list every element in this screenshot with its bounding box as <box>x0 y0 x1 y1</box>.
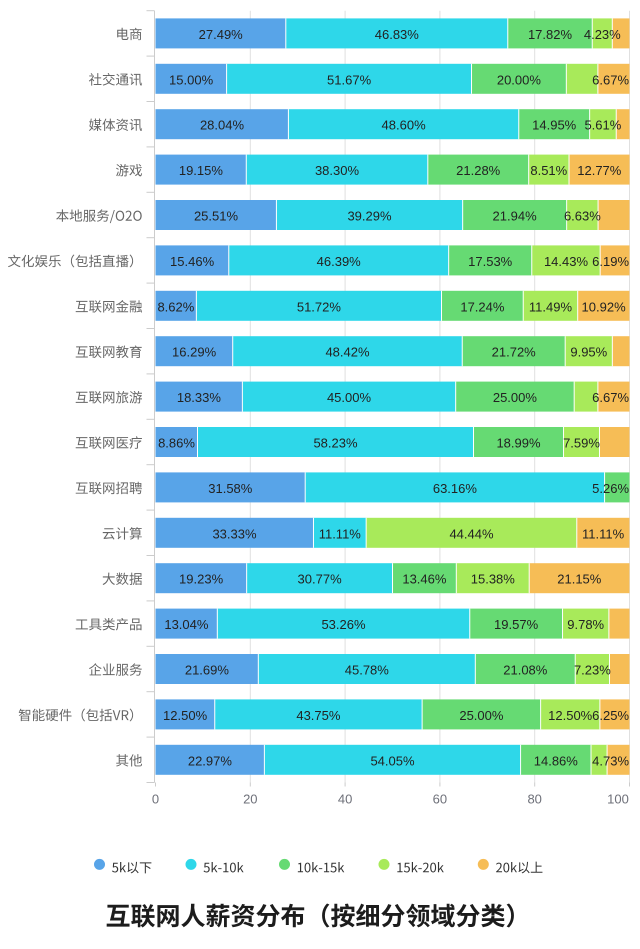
svg-text:27.49%: 27.49% <box>199 27 244 42</box>
svg-text:22.97%: 22.97% <box>188 753 233 768</box>
svg-text:14.86%: 14.86% <box>534 753 579 768</box>
svg-text:19.15%: 19.15% <box>179 163 224 178</box>
svg-text:14.43%: 14.43% <box>544 254 589 269</box>
svg-text:18.99%: 18.99% <box>496 436 541 451</box>
svg-text:21.08%: 21.08% <box>503 663 548 678</box>
svg-text:40: 40 <box>338 792 352 807</box>
svg-text:12.77%: 12.77% <box>577 163 622 178</box>
svg-text:54.05%: 54.05% <box>370 753 415 768</box>
svg-text:9.95%: 9.95% <box>570 345 607 360</box>
svg-text:6.67%: 6.67% <box>592 72 629 87</box>
svg-text:46.83%: 46.83% <box>375 27 420 42</box>
svg-text:48.42%: 48.42% <box>325 345 370 360</box>
svg-text:48.60%: 48.60% <box>382 118 427 133</box>
svg-text:30.77%: 30.77% <box>298 572 343 587</box>
svg-text:5.26%: 5.26% <box>592 481 629 496</box>
svg-text:45.00%: 45.00% <box>327 390 372 405</box>
svg-text:20: 20 <box>243 792 257 807</box>
svg-text:15.46%: 15.46% <box>170 254 215 269</box>
svg-text:38.30%: 38.30% <box>315 163 360 178</box>
svg-text:5.61%: 5.61% <box>584 118 621 133</box>
svg-text:43.75%: 43.75% <box>296 708 341 723</box>
svg-text:21.94%: 21.94% <box>493 209 538 224</box>
svg-text:16.29%: 16.29% <box>172 345 217 360</box>
svg-text:46.39%: 46.39% <box>317 254 362 269</box>
svg-text:51.72%: 51.72% <box>297 299 342 314</box>
svg-text:11.11%: 11.11% <box>319 526 362 541</box>
svg-text:0: 0 <box>152 792 159 807</box>
svg-text:11.49%: 11.49% <box>529 299 573 314</box>
svg-text:7.23%: 7.23% <box>574 663 611 678</box>
svg-text:21.72%: 21.72% <box>492 345 537 360</box>
svg-text:21.15%: 21.15% <box>557 572 602 587</box>
svg-text:58.23%: 58.23% <box>313 436 358 451</box>
svg-text:17.53%: 17.53% <box>468 254 513 269</box>
svg-text:39.29%: 39.29% <box>347 209 392 224</box>
svg-text:6.19%: 6.19% <box>592 254 629 269</box>
svg-text:7.59%: 7.59% <box>563 436 600 451</box>
svg-text:21.28%: 21.28% <box>456 163 501 178</box>
svg-text:80: 80 <box>527 792 541 807</box>
svg-text:51.67%: 51.67% <box>327 72 372 87</box>
svg-text:17.82%: 17.82% <box>528 27 573 42</box>
svg-text:8.86%: 8.86% <box>158 436 195 451</box>
svg-text:8.62%: 8.62% <box>157 299 194 314</box>
svg-text:12.50%: 12.50% <box>163 708 208 723</box>
svg-text:63.16%: 63.16% <box>433 481 478 496</box>
svg-text:53.26%: 53.26% <box>321 617 366 632</box>
svg-text:18.33%: 18.33% <box>177 390 222 405</box>
svg-text:19.23%: 19.23% <box>179 572 224 587</box>
svg-text:44.44%: 44.44% <box>449 526 494 541</box>
svg-text:13.46%: 13.46% <box>402 572 447 587</box>
svg-text:60: 60 <box>433 792 447 807</box>
svg-text:100: 100 <box>607 792 629 807</box>
svg-text:10.92%: 10.92% <box>582 299 627 314</box>
svg-text:6.25%: 6.25% <box>592 708 629 723</box>
svg-text:21.69%: 21.69% <box>185 663 230 678</box>
svg-text:25.00%: 25.00% <box>493 390 538 405</box>
svg-text:15.00%: 15.00% <box>169 72 214 87</box>
svg-text:17.24%: 17.24% <box>460 299 505 314</box>
svg-text:25.51%: 25.51% <box>194 209 239 224</box>
svg-text:20.00%: 20.00% <box>497 72 542 87</box>
svg-text:9.78%: 9.78% <box>567 617 604 632</box>
svg-text:12.50%: 12.50% <box>548 708 593 723</box>
svg-text:14.95%: 14.95% <box>532 118 577 133</box>
svg-text:15.38%: 15.38% <box>471 572 516 587</box>
svg-text:6.67%: 6.67% <box>592 390 629 405</box>
svg-text:11.11%: 11.11% <box>582 526 625 541</box>
svg-text:28.04%: 28.04% <box>200 118 245 133</box>
svg-text:4.73%: 4.73% <box>592 753 629 768</box>
svg-text:6.63%: 6.63% <box>564 209 601 224</box>
svg-text:19.57%: 19.57% <box>494 617 539 632</box>
svg-text:8.51%: 8.51% <box>530 163 567 178</box>
svg-text:25.00%: 25.00% <box>459 708 504 723</box>
svg-text:33.33%: 33.33% <box>212 526 257 541</box>
svg-text:31.58%: 31.58% <box>208 481 253 496</box>
svg-text:45.78%: 45.78% <box>345 663 390 678</box>
svg-text:4.23%: 4.23% <box>584 27 621 42</box>
svg-text:13.04%: 13.04% <box>164 617 209 632</box>
